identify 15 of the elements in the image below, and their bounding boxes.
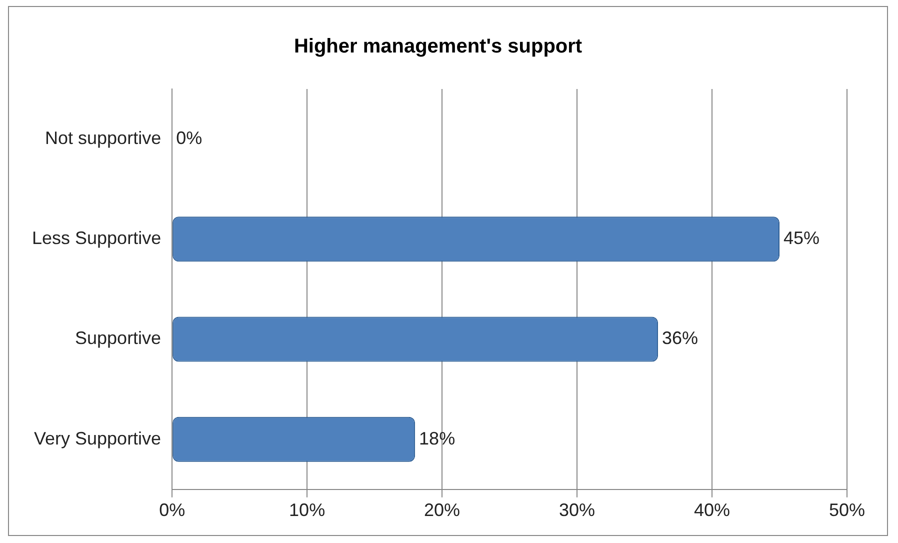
x-tick-label: 20% bbox=[424, 500, 460, 520]
y-tick-label: Less Supportive bbox=[32, 228, 162, 248]
x-tick-label: 50% bbox=[828, 500, 866, 520]
x-tick-label: 40% bbox=[694, 500, 730, 520]
y-tick-label: Supportive bbox=[75, 328, 162, 348]
chart-title: Higher management's support bbox=[294, 36, 582, 58]
data-label: 18% bbox=[419, 428, 456, 448]
x-tick-label: 0% bbox=[159, 500, 186, 520]
y-tick-label: Not supportive bbox=[45, 128, 162, 148]
data-label: 36% bbox=[662, 328, 698, 348]
x-tick-label: 10% bbox=[289, 500, 326, 520]
data-label: 45% bbox=[784, 228, 820, 248]
y-tick-label: Very Supportive bbox=[34, 428, 162, 448]
x-tick-label: 30% bbox=[559, 500, 596, 520]
data-label: 0% bbox=[176, 128, 202, 148]
